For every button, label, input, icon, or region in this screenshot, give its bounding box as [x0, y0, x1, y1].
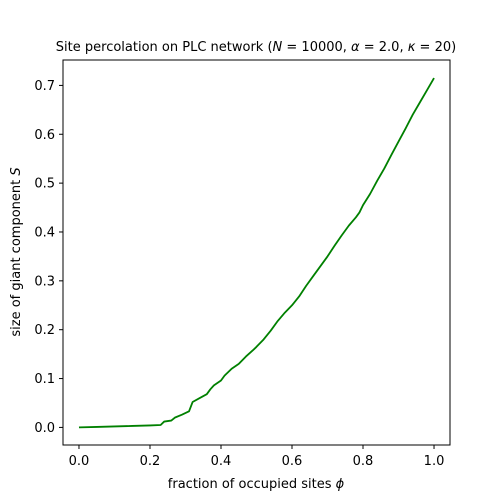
x-axis-ticks: 0.0 0.2 0.4 0.6 0.8 1.0	[69, 445, 445, 469]
y-tick-label: 0.1	[34, 372, 55, 387]
y-tick-label: 0.6	[34, 128, 55, 143]
x-tick-label: 0.2	[140, 454, 161, 469]
series-line-0	[78, 77, 435, 429]
x-tick-label: 0.6	[282, 454, 303, 469]
chart-title: Site percolation on PLC network (N = 100…	[56, 40, 456, 55]
y-tick-label: 0.3	[34, 274, 55, 289]
y-tick-label: 0.0	[34, 421, 55, 436]
x-tick-label: 0.0	[69, 454, 90, 469]
x-axis-label: fraction of occupied sites ϕ	[168, 477, 345, 492]
y-tick-label: 0.7	[34, 79, 55, 94]
y-tick-label: 0.4	[34, 225, 55, 240]
series-layer	[78, 77, 435, 429]
y-axis-label: size of giant component S	[9, 167, 24, 336]
y-tick-label: 0.5	[34, 177, 55, 192]
y-tick-label: 0.2	[34, 323, 55, 338]
x-tick-label: 0.8	[353, 454, 374, 469]
x-tick-label: 0.4	[211, 454, 232, 469]
y-axis-ticks: 0.0 0.1 0.2 0.3 0.4 0.5 0.6 0.7	[34, 79, 63, 436]
plot-area-frame	[62, 59, 451, 446]
x-tick-label: 1.0	[424, 454, 445, 469]
